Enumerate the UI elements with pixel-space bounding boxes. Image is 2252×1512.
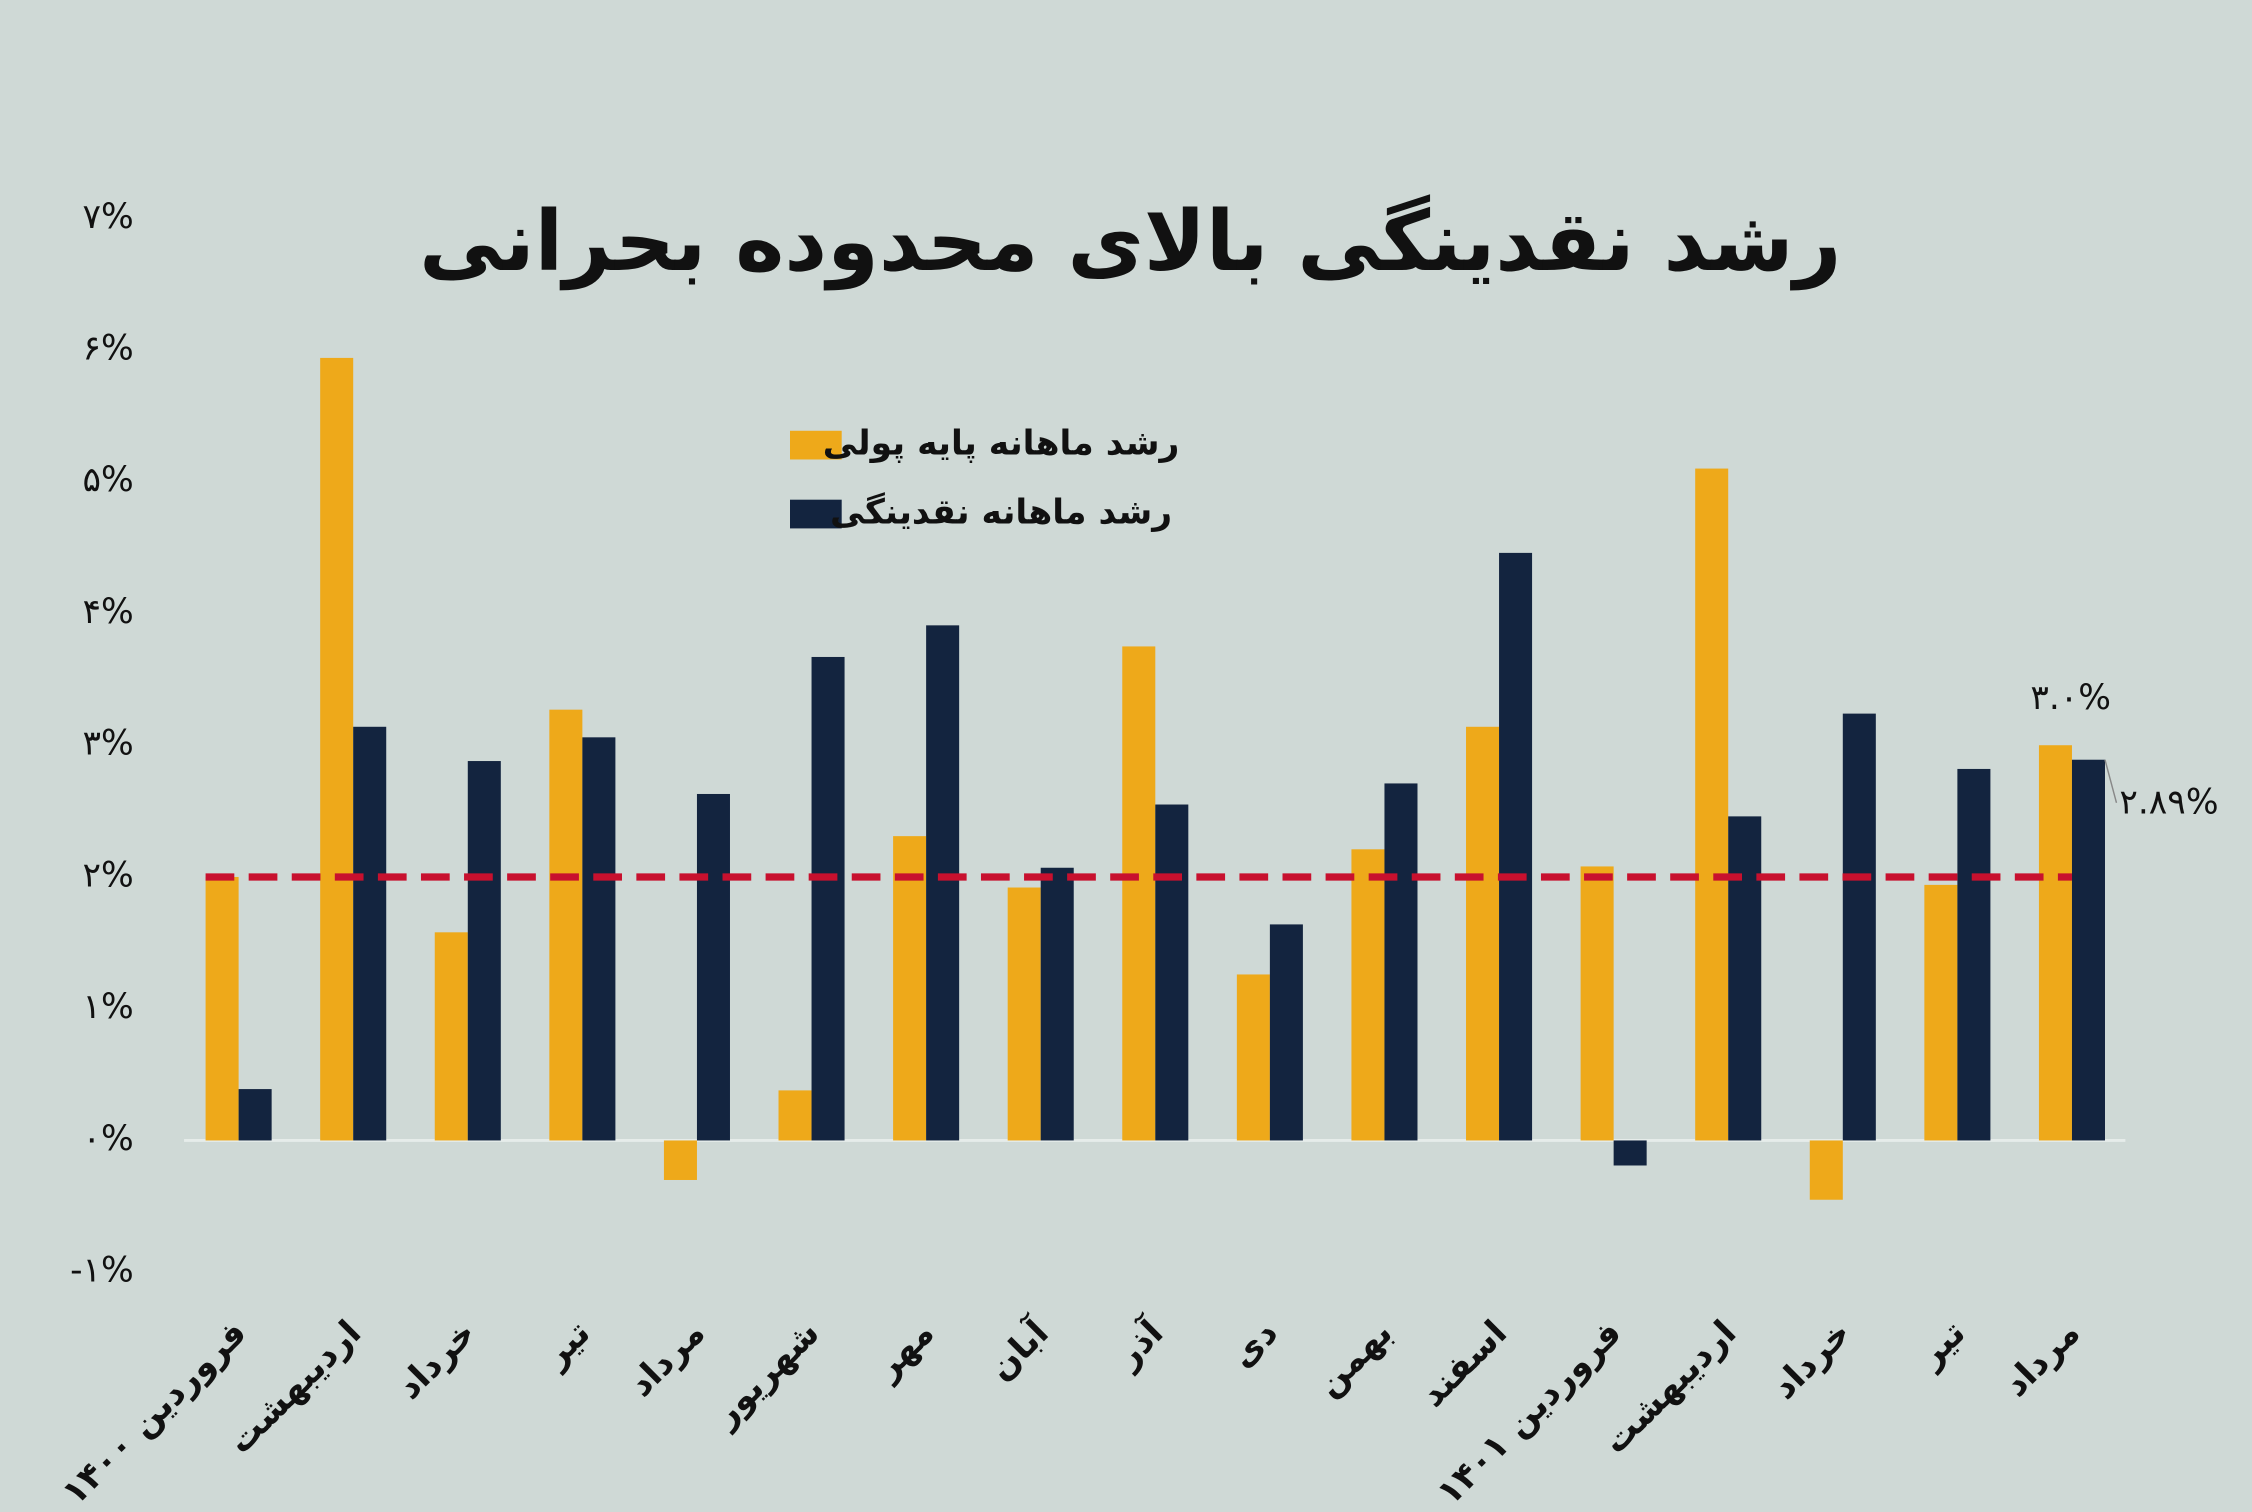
y-tick-label: ۵% (83, 460, 134, 500)
y-tick-label: ۴% (83, 592, 134, 632)
legend-swatch (790, 499, 842, 529)
bar (1122, 646, 1156, 1141)
bar (1499, 552, 1533, 1141)
x-tick-label: فروردین ۱۴۰۰ (54, 1313, 254, 1512)
legend-label: رشد ماهانه پایه پولی (823, 424, 1180, 464)
bar (1695, 468, 1729, 1141)
bar (1007, 887, 1041, 1141)
bar (926, 625, 960, 1141)
bar (1580, 866, 1614, 1141)
bar (1728, 816, 1762, 1141)
bar (2071, 759, 2105, 1141)
x-tick-label: خرداد (389, 1313, 483, 1407)
bar (1040, 867, 1074, 1141)
bar (1809, 1140, 1843, 1200)
data-label: ۲.۸۹% (2119, 783, 2218, 823)
bar (778, 1090, 812, 1141)
bar (1236, 974, 1270, 1141)
y-tick-label: ۳% (83, 724, 134, 764)
bar (1842, 713, 1876, 1141)
x-tick-label: تیر (1909, 1313, 1973, 1377)
x-tick-label: خرداد (1764, 1313, 1858, 1407)
y-tick-label: -۱% (70, 1251, 134, 1291)
bar (434, 932, 468, 1141)
bar (1957, 768, 1991, 1141)
bar (549, 709, 583, 1141)
bar (467, 761, 501, 1141)
x-tick-label: مرداد (621, 1313, 713, 1405)
x-tick-label: بهمن (1309, 1313, 1401, 1405)
chart-title: رشد نقدینگی بالای محدوده بحرانی (419, 193, 1841, 291)
bar (582, 737, 616, 1141)
bar (663, 1140, 697, 1180)
bar (2038, 745, 2072, 1141)
x-tick-label: آذر (1105, 1311, 1172, 1378)
bar (320, 357, 354, 1141)
y-tick-label: ۰% (83, 1119, 134, 1159)
legend-label: رشد ماهانه نقدینگی (830, 492, 1172, 533)
x-tick-label: تیر (534, 1313, 598, 1377)
bar (811, 656, 845, 1141)
y-tick-label: ۷% (83, 197, 134, 237)
bar (1269, 924, 1303, 1141)
bar (1613, 1140, 1647, 1166)
legend-swatch (790, 430, 842, 460)
bar (1466, 726, 1500, 1141)
bar (893, 836, 927, 1141)
x-tick-label: شهریور (704, 1313, 827, 1436)
x-tick-label: آبان (980, 1311, 1058, 1389)
x-tick-label: اسفند (1413, 1313, 1515, 1415)
x-tick-label: دی (1223, 1313, 1286, 1376)
data-label: ۳.۰% (2030, 678, 2111, 718)
x-tick-label: مهر (866, 1313, 942, 1389)
bar (238, 1089, 272, 1141)
bar (1351, 849, 1385, 1141)
bar (1924, 884, 1958, 1141)
y-tick-label: ۱% (83, 987, 134, 1027)
label-connector (2104, 759, 2118, 803)
bar (205, 876, 239, 1141)
bar (696, 793, 730, 1141)
bar (1155, 804, 1189, 1141)
y-tick-label: ۲% (83, 855, 134, 895)
x-tick-label: مرداد (1996, 1313, 2088, 1405)
y-tick-label: ۶% (83, 329, 134, 369)
bar (1384, 783, 1418, 1141)
bar (353, 726, 387, 1141)
